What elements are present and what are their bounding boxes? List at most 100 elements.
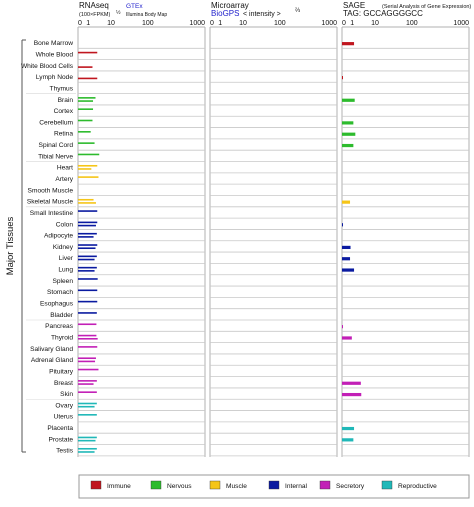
tissue-label: Artery bbox=[55, 176, 73, 183]
tick-label: 1 bbox=[86, 20, 90, 27]
bar-gtex bbox=[78, 244, 98, 246]
tick-label: 10 bbox=[371, 20, 379, 27]
bar-gtex bbox=[78, 289, 98, 292]
legend-label: Secretory bbox=[336, 483, 365, 490]
tissue-row-salivary-gland: Salivary Gland bbox=[30, 346, 469, 355]
legend-item-muscle: Muscle bbox=[209, 480, 247, 490]
legend-swatch bbox=[90, 480, 102, 490]
tissue-row-thymus: Thymus bbox=[50, 85, 469, 94]
bar-sage bbox=[342, 336, 352, 340]
legend-item-nervous: Nervous bbox=[150, 480, 192, 490]
tissue-label: Bladder bbox=[50, 312, 74, 319]
tissue-label: Whole Blood bbox=[36, 51, 74, 58]
bar-gtex bbox=[78, 164, 98, 167]
bar-gtex bbox=[78, 210, 98, 212]
tissue-row-brain: Brain bbox=[58, 97, 469, 106]
bar-gtex bbox=[78, 51, 98, 54]
legend-swatch bbox=[150, 480, 162, 490]
tissue-rows: Bone Marrow Whole Blood White Blood Cells L… bbox=[21, 39, 469, 457]
legend-label: Internal bbox=[285, 483, 308, 490]
tick-label: 1000 bbox=[189, 20, 205, 27]
tissue-row-lymph-node: Lymph Node bbox=[36, 74, 469, 83]
tissue-label: Small Intestine bbox=[30, 210, 74, 217]
tissue-label: Cerebellum bbox=[39, 119, 73, 126]
bar-gtex bbox=[78, 380, 97, 382]
bar-gtex bbox=[78, 346, 98, 348]
tick-label: 1 bbox=[218, 20, 222, 27]
tissue-row-colon: Colon bbox=[56, 221, 469, 230]
bar-illumina-body-map bbox=[78, 77, 98, 80]
tissue-row-retina: Retina bbox=[54, 131, 469, 140]
panel-title: SAGE bbox=[343, 1, 365, 10]
tissue-row-adrenal-gland: Adrenal Gland bbox=[31, 357, 469, 366]
legend-item-internal: Internal bbox=[268, 480, 308, 490]
bar-illumina-body-map bbox=[78, 405, 95, 408]
tissue-row-adipocyte: Adipocyte bbox=[44, 233, 469, 242]
bar-illumina-body-map bbox=[78, 236, 94, 238]
bar-gtex bbox=[78, 368, 99, 371]
tick-label: 1000 bbox=[321, 20, 337, 27]
tick-label: 0 bbox=[210, 20, 214, 27]
bar-sage bbox=[342, 143, 354, 148]
panel-title: Microarray bbox=[211, 1, 249, 10]
panel-subtitle-exponent: ½ bbox=[116, 9, 121, 16]
bar-sage bbox=[342, 381, 361, 385]
panel-subtitle: (Serial Analysis of Gene Expression) bbox=[382, 4, 471, 10]
tissue-label: Colon bbox=[56, 221, 74, 228]
panel-title: RNAseq bbox=[79, 1, 109, 10]
legend-label: Reproductive bbox=[398, 483, 437, 490]
bar-gtex bbox=[78, 391, 97, 393]
bar-sage bbox=[342, 98, 355, 102]
bar-gtex bbox=[78, 357, 96, 360]
bar-illumina-body-map bbox=[78, 439, 96, 442]
biogps-link: BioGPS bbox=[211, 9, 239, 18]
tissue-label: Thymus bbox=[50, 85, 74, 92]
tissue-row-placenta: Placenta bbox=[47, 425, 469, 434]
legend-frame bbox=[78, 474, 470, 499]
tissue-label: Spleen bbox=[52, 278, 73, 285]
tick-label: 100 bbox=[142, 20, 154, 27]
tick-label: 0 bbox=[78, 20, 82, 27]
legend-item-immune: Immune bbox=[90, 480, 131, 490]
panel-subtitle: (100×FPKM) bbox=[79, 12, 110, 18]
tissue-label: Pituitary bbox=[49, 368, 74, 375]
bar-gtex bbox=[78, 142, 95, 144]
tissue-label: Prostate bbox=[48, 436, 73, 443]
bar-gtex bbox=[78, 108, 94, 110]
illumina-body-map-label: Illumina Body Map bbox=[126, 12, 167, 18]
tissue-label: Adrenal Gland bbox=[31, 357, 73, 364]
sage-tag: TAG: GCCAGGGGCC bbox=[343, 9, 423, 18]
bar-gtex bbox=[78, 402, 97, 405]
bar-sage bbox=[342, 245, 351, 250]
panel-axis-label-exponent: ⅔ bbox=[295, 8, 300, 14]
tissue-label: Liver bbox=[59, 255, 74, 262]
tissue-label: Placenta bbox=[47, 425, 73, 432]
bar-gtex bbox=[78, 221, 98, 224]
tissue-label: Adipocyte bbox=[44, 233, 73, 240]
tick-label: 10 bbox=[107, 20, 115, 27]
bar-gtex bbox=[78, 266, 97, 269]
bar-illumina-body-map bbox=[78, 100, 94, 102]
bar-sage bbox=[342, 42, 355, 46]
tissue-label: Tibial Nerve bbox=[38, 153, 73, 160]
panel-header-3: SAGE (Serial Analysis of Gene Expression)… bbox=[341, 1, 471, 457]
tick-label: 100 bbox=[406, 20, 418, 27]
bar-illumina-body-map bbox=[78, 66, 93, 68]
tissue-row-whole-blood: Whole Blood bbox=[36, 51, 469, 61]
bar-sage bbox=[342, 76, 343, 80]
tissue-label: Heart bbox=[57, 165, 73, 172]
tissue-row-cortex: Cortex bbox=[54, 108, 469, 117]
tissue-row-breast: Breast bbox=[54, 380, 469, 389]
tissue-label: Skin bbox=[60, 391, 73, 398]
bar-gtex bbox=[78, 312, 97, 314]
bar-illumina-body-map bbox=[78, 224, 96, 227]
tissue-row-pancreas: Pancreas bbox=[45, 323, 469, 332]
bar-illumina-body-map bbox=[78, 337, 98, 340]
tissue-label: Uterus bbox=[54, 414, 74, 421]
bar-gtex bbox=[78, 414, 97, 416]
bar-sage bbox=[342, 392, 362, 397]
tissue-label: Salivary Gland bbox=[30, 346, 73, 353]
